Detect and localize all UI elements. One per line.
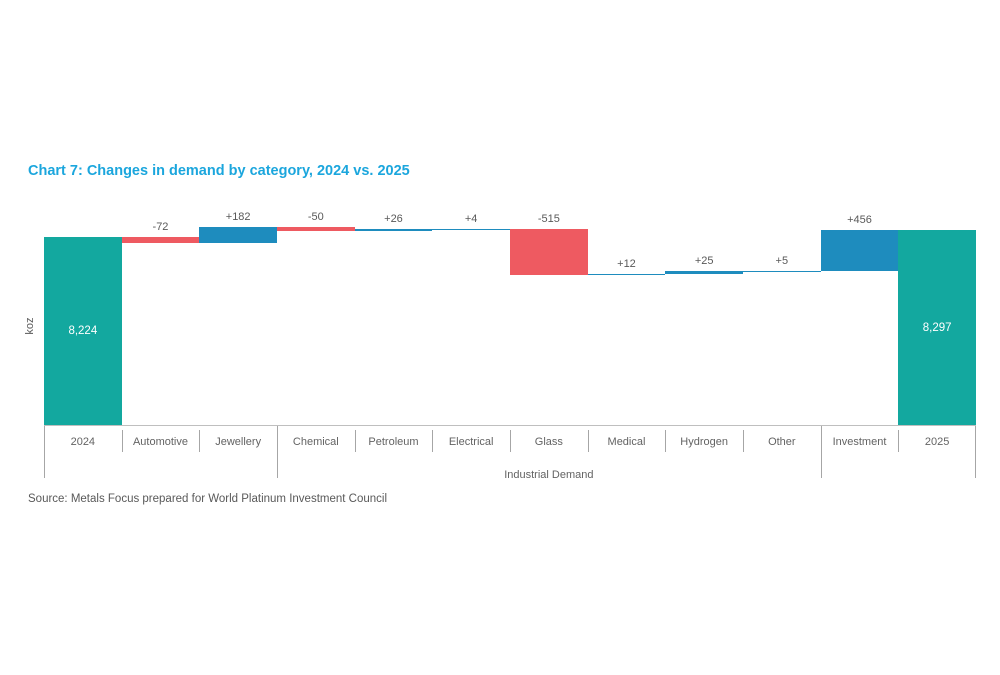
category-label-other: Other (768, 436, 796, 448)
axis-tick (743, 430, 744, 452)
category-label-jewellery: Jewellery (215, 436, 262, 448)
axis-tick (665, 430, 666, 452)
axis-tick (432, 430, 433, 452)
group-divider (277, 426, 278, 478)
bar-value-label: -72 (152, 220, 169, 233)
waterfall-bar-other (743, 270, 821, 273)
waterfall-bar-chemical (277, 227, 355, 232)
bar-total-label: 8,297 (922, 321, 952, 334)
category-label-glass: Glass (534, 436, 563, 448)
axis-tick (199, 430, 200, 452)
axis-tick (510, 430, 511, 452)
waterfall-bar-petroleum (354, 229, 433, 232)
waterfall-bar-medical (587, 273, 666, 276)
waterfall-bar-2025: 8,297 (898, 230, 976, 425)
bar-total-label: 8,224 (68, 324, 98, 337)
axis-tick (355, 430, 356, 452)
bar-value-label: +182 (225, 211, 251, 223)
axis-tick (122, 430, 123, 452)
source-text: Source: Metals Focus prepared for World … (28, 493, 387, 505)
bar-value-label: +12 (617, 257, 636, 270)
waterfall-bar-investment (820, 230, 899, 271)
y-axis-label: koz (24, 317, 36, 335)
x-axis: Industrial Demand 2024 Automotive Jeweller… (44, 426, 976, 483)
bar-value-label: +456 (847, 214, 872, 227)
axis-tick (588, 430, 589, 452)
axis-tick (898, 430, 899, 452)
waterfall-bar-hydrogen (665, 271, 743, 274)
waterfall-bar-jewellery (199, 227, 277, 244)
bar-value-label: +4 (464, 212, 478, 225)
category-label-petroleum: Petroleum (368, 436, 419, 448)
plot-area: 8,224 -72 +182 -50 +26 +4 -515 +12 +25 +5 +456 8,29… (44, 211, 976, 426)
waterfall-bar-electrical (432, 228, 510, 231)
group-divider (975, 426, 976, 478)
waterfall-bar-automotive (121, 236, 200, 244)
category-label-2024: 2024 (70, 436, 96, 448)
group-divider (44, 426, 45, 478)
waterfall-bar-glass (510, 228, 588, 275)
category-label-electrical: Electrical (448, 436, 494, 448)
category-label-automotive: Automotive (132, 436, 188, 448)
category-label-chemical: Chemical (292, 436, 339, 448)
category-label-hydrogen: Hydrogen (680, 436, 728, 448)
bar-value-label: +25 (694, 255, 714, 268)
x-axis-group-label: Industrial Demand (504, 469, 594, 481)
bar-value-label: +26 (384, 213, 403, 226)
category-label-investment: Investment (832, 436, 887, 448)
bar-value-label: -515 (537, 212, 560, 225)
bar-value-label: -50 (307, 211, 324, 223)
bar-value-label: +5 (775, 254, 789, 267)
category-label-2025: 2025 (924, 436, 950, 448)
chart-title: Chart 7: Changes in demand by category, … (28, 163, 410, 179)
group-divider (821, 426, 822, 478)
waterfall-bar-2024: 8,224 (44, 236, 122, 425)
category-label-medical: Medical (607, 436, 646, 448)
waterfall-chart: 8,224 -72 +182 -50 +26 +4 -515 +12 +25 +5 +456 8,29… (44, 211, 976, 483)
